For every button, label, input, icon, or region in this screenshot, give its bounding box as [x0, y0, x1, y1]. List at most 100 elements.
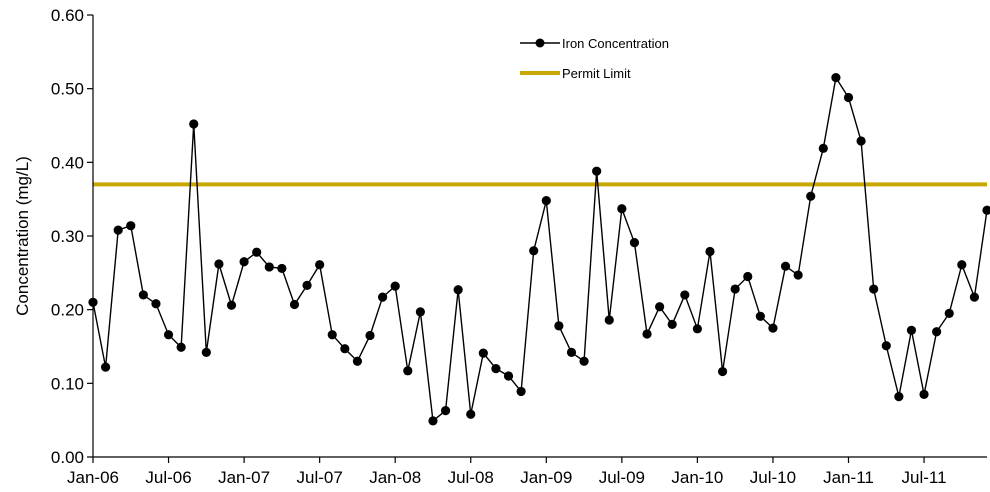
iron-data-point — [566, 347, 577, 357]
iron-data-point — [365, 330, 375, 341]
x-tick-label: Jul-09 — [599, 468, 645, 487]
iron-data-point — [239, 257, 249, 267]
x-tick-label: Jul-06 — [145, 468, 191, 487]
iron-data-point — [617, 204, 627, 214]
x-tick-label: Jul-11 — [902, 468, 947, 487]
y-tick-label: 0.00 — [51, 448, 84, 467]
iron-data-point — [843, 92, 854, 103]
iron-data-point — [226, 300, 237, 310]
iron-data-point — [403, 366, 413, 376]
iron-data-point — [743, 271, 753, 282]
iron-data-point — [415, 307, 425, 317]
iron-data-point — [478, 348, 488, 358]
y-axis-title: Concentration (mg/L) — [13, 156, 32, 316]
y-tick-label: 0.30 — [51, 227, 84, 246]
plot-content — [88, 73, 990, 426]
iron-data-point — [831, 73, 841, 83]
iron-data-point — [579, 356, 589, 366]
iron-data-point — [655, 302, 665, 312]
iron-data-point — [113, 225, 123, 235]
iron-data-point — [554, 321, 564, 331]
iron-data-point — [189, 119, 199, 129]
x-tick-label: Jan-10 — [671, 468, 723, 487]
y-axis-ticks: 0.00 0.10 0.20 0.30 0.40 0.50 0.60 — [51, 6, 93, 467]
iron-data-point — [755, 311, 765, 321]
y-tick-label: 0.10 — [51, 374, 84, 393]
iron-data-point — [503, 371, 514, 381]
x-tick-label: Jul-07 — [296, 468, 342, 487]
iron-data-point — [277, 263, 287, 274]
iron-concentration-line — [92, 75, 988, 423]
y-tick-label: 0.60 — [51, 6, 84, 25]
x-tick-label: Jan-09 — [520, 468, 572, 487]
iron-data-point — [768, 323, 778, 333]
x-tick-label: Jul-10 — [750, 468, 796, 487]
y-tick-label: 0.50 — [51, 80, 84, 99]
iron-data-point — [440, 405, 451, 416]
x-tick-label: Jul-08 — [448, 468, 494, 487]
x-tick-label: Jan-11 — [823, 468, 874, 487]
iron-data-point — [453, 285, 463, 295]
iron-data-point — [592, 166, 602, 176]
iron-data-point — [378, 292, 388, 302]
iron-data-point — [214, 259, 224, 269]
iron-data-point — [100, 362, 111, 372]
iron-data-point — [126, 221, 136, 231]
iron-data-point — [869, 284, 879, 294]
iron-data-point — [390, 281, 400, 291]
iron-data-point — [642, 329, 652, 339]
iron-data-point — [894, 391, 904, 402]
iron-data-point — [541, 196, 551, 206]
iron-data-point — [604, 315, 614, 325]
iron-data-point — [466, 409, 476, 419]
iron-data-point — [340, 344, 350, 354]
y-tick-label: 0.20 — [51, 301, 84, 320]
iron-data-point — [856, 136, 866, 146]
iron-data-point — [969, 292, 980, 302]
iron-data-point — [680, 290, 690, 300]
x-tick-label: Jan-08 — [369, 468, 421, 487]
iron-data-point — [138, 290, 148, 300]
iron-data-point — [692, 324, 702, 334]
iron-data-point — [806, 191, 816, 201]
iron-data-point — [491, 364, 501, 374]
iron-data-point — [730, 284, 740, 294]
iron-data-point — [176, 342, 186, 352]
iron-data-point — [302, 280, 312, 290]
x-axis-ticks: Jan-06 Jul-06 Jan-07 Jul-07 Jan-08 Jul-08 Jan-… — [67, 457, 947, 487]
iron-data-point — [667, 319, 677, 329]
iron-data-point — [881, 341, 891, 351]
iron-data-point — [516, 386, 526, 397]
iron-data-point — [919, 389, 929, 399]
iron-data-point — [252, 247, 262, 257]
iron-data-point — [717, 366, 728, 377]
iron-data-point — [151, 299, 161, 309]
iron-data-point — [906, 325, 917, 335]
iron-data-point — [932, 327, 942, 337]
iron-data-point — [944, 308, 954, 318]
iron-data-point — [818, 143, 828, 153]
iron-data-point — [289, 299, 300, 310]
iron-data-point — [793, 270, 803, 280]
iron-data-point — [163, 330, 174, 340]
x-tick-label: Jan-07 — [218, 468, 270, 487]
iron-data-point — [629, 238, 640, 248]
iron-data-point — [982, 205, 990, 215]
iron-data-point — [352, 356, 363, 366]
legend-iron-label: Iron Concentration — [562, 36, 669, 51]
iron-data-point — [529, 246, 539, 256]
legend: Iron Concentration Permit Limit — [520, 36, 669, 81]
y-tick-label: 0.40 — [51, 153, 84, 172]
legend-permit-limit-label: Permit Limit — [562, 66, 631, 81]
iron-data-point — [957, 260, 967, 270]
iron-data-point — [780, 261, 791, 271]
iron-data-point — [705, 246, 715, 257]
iron-data-point — [315, 260, 325, 270]
iron-data-point — [327, 330, 337, 340]
x-tick-label: Jan-06 — [67, 468, 119, 487]
iron-data-point — [201, 347, 211, 357]
iron-data-point — [264, 262, 274, 272]
iron-data-point — [428, 416, 438, 426]
legend-iron-marker — [535, 38, 545, 48]
